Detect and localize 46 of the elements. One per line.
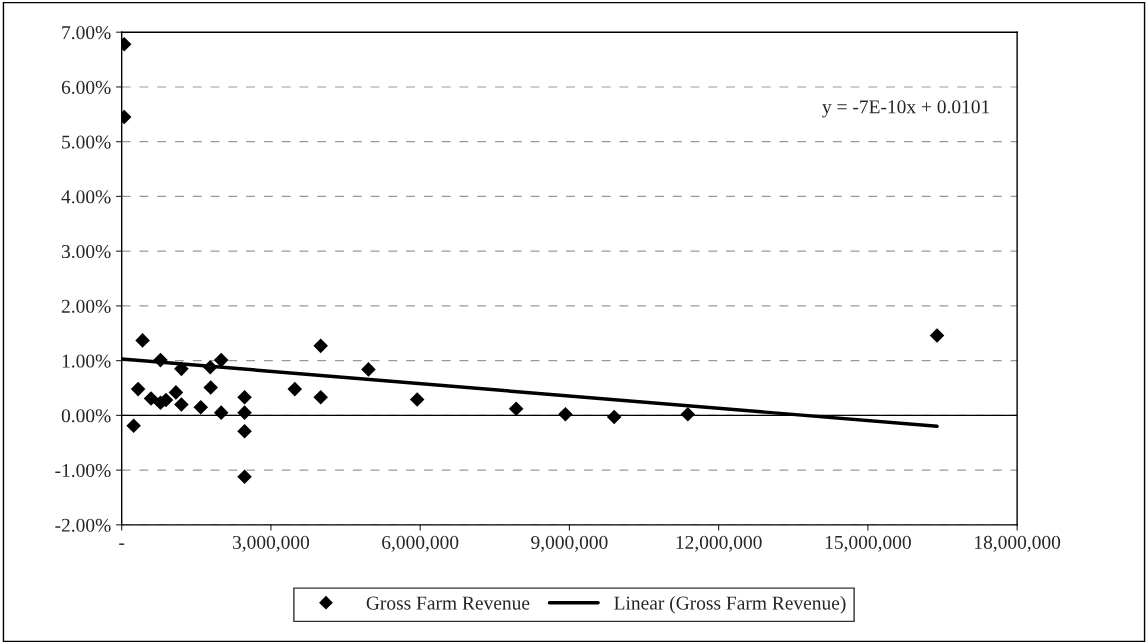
point: [237, 469, 252, 484]
point: [237, 423, 252, 439]
point: [929, 328, 945, 343]
point: [153, 352, 168, 368]
annotation: y = -7E-10x + 0.0101: [822, 100, 990, 118]
point: [558, 407, 573, 422]
y-tick-label: -1.00%: [55, 463, 111, 478]
y-tick-label: -2.00%: [55, 518, 111, 532]
x-tick-label: 18,000,000: [975, 535, 1061, 552]
point: [135, 333, 150, 348]
point: [168, 385, 184, 400]
y-tick-label: 5.00%: [62, 135, 111, 149]
point: [361, 362, 376, 377]
point: [313, 338, 328, 354]
x-tick-label: 12,000,000: [676, 535, 762, 552]
y-tick-label: 1.00%: [62, 354, 111, 368]
y-tick-label: 2.00%: [61, 299, 111, 313]
y-tick-label: 3.00%: [61, 244, 111, 259]
point: [213, 405, 229, 420]
legend-label: Linear (Gross Farm Revenue): [614, 595, 846, 614]
y-tick-label: 6.00%: [61, 80, 111, 94]
legend-label: Gross Farm Revenue: [366, 596, 530, 610]
point: [174, 397, 189, 412]
point: [680, 407, 696, 422]
point: [213, 352, 229, 368]
point: [174, 361, 189, 377]
point: [409, 392, 425, 407]
point: [508, 401, 524, 417]
point: [193, 399, 209, 415]
point: [130, 381, 146, 397]
x-tick-label: 3,000,000: [232, 535, 310, 552]
y-tick-label: 4.00%: [61, 190, 111, 204]
point: [237, 390, 252, 405]
point: [202, 359, 218, 375]
x-tick-label: 15,000,000: [825, 535, 911, 552]
point: [237, 405, 252, 420]
x-tick-label: 9,000,000: [531, 535, 608, 552]
point: [203, 380, 219, 395]
point: [313, 390, 328, 405]
x-tick-label: -: [119, 543, 125, 545]
point: [126, 418, 141, 434]
x-tick-label: 6,000,000: [382, 535, 459, 552]
y-tick-label: 7.00%: [62, 26, 111, 40]
point: [606, 409, 622, 425]
point: [287, 381, 303, 397]
y-tick-label: 0.00%: [61, 409, 111, 423]
